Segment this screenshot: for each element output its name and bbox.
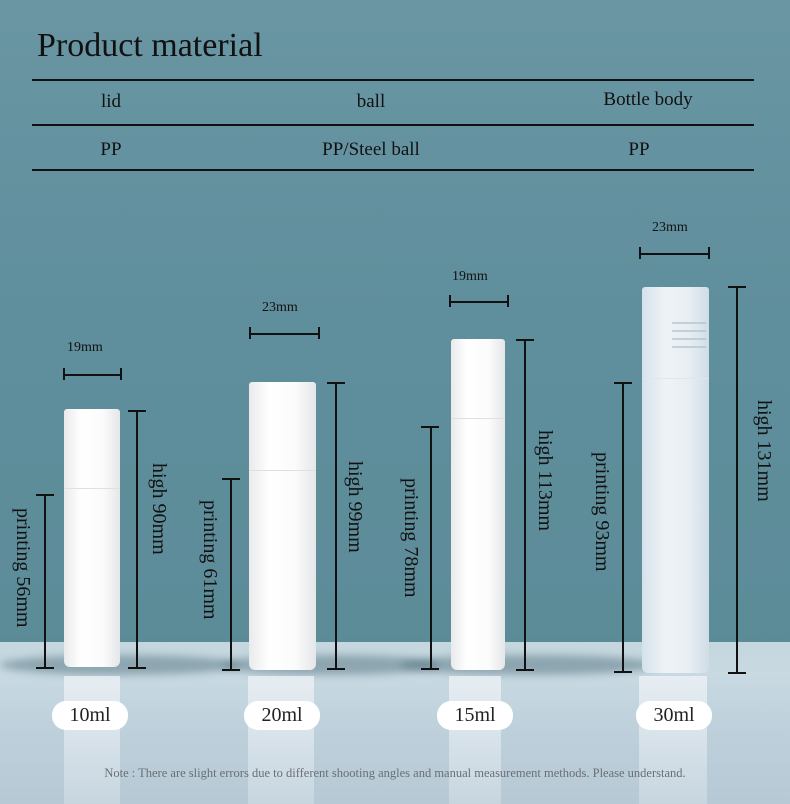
height-dimension-line — [736, 286, 738, 672]
capacity-badge-20ml: 20ml — [244, 701, 320, 730]
bottle-lid — [64, 409, 120, 489]
height-label: high 99mm — [344, 461, 366, 553]
dimension-tick — [708, 247, 710, 259]
bottle-body — [64, 488, 120, 667]
capacity-badge-30ml: 30ml — [636, 701, 712, 730]
height-label: high 131mm — [753, 400, 775, 502]
dimension-tick — [318, 327, 320, 339]
bottle-lid — [642, 287, 709, 379]
dimension-tick — [449, 295, 451, 307]
value-bottle-body: PP — [628, 139, 650, 160]
height-dimension-line — [335, 382, 337, 668]
dimension-tick — [222, 669, 240, 671]
dimension-tick — [222, 478, 240, 480]
bottle-reflection — [449, 676, 501, 804]
cap-thread — [672, 346, 706, 348]
bottle-body — [642, 379, 709, 673]
dimension-tick — [120, 368, 122, 380]
bottle-body — [249, 470, 316, 670]
printing-label: printing 61mm — [199, 500, 221, 620]
dimension-tick — [36, 667, 54, 669]
printing-dimension-line — [622, 382, 624, 671]
bottle-reflection — [248, 676, 314, 804]
cap-thread — [672, 338, 706, 340]
header-bottle-body: Bottle body — [603, 89, 693, 110]
cap-thread — [672, 322, 706, 324]
dimension-tick — [728, 286, 746, 288]
floor-shadow — [0, 655, 240, 675]
cap-thread — [672, 330, 706, 332]
value-lid: PP — [100, 139, 122, 160]
bottle-reflection — [639, 676, 707, 804]
bottle-body — [451, 418, 505, 670]
capacity-badge-15ml: 15ml — [437, 701, 513, 730]
width-label: 19mm — [67, 340, 103, 355]
dimension-tick — [63, 368, 65, 380]
value-ball: PP/Steel ball — [322, 139, 420, 160]
dimension-tick — [421, 426, 439, 428]
printing-dimension-line — [44, 494, 46, 668]
dimension-tick — [639, 247, 641, 259]
dimension-tick — [614, 382, 632, 384]
dimension-tick — [327, 668, 345, 670]
width-dimension-line — [249, 333, 319, 335]
disclaimer-note: Note : There are slight errors due to di… — [104, 766, 686, 780]
printing-label: printing 56mm — [12, 508, 34, 628]
table-rule — [32, 169, 754, 171]
bottle-30ml — [642, 287, 709, 673]
printing-label: printing 93mm — [591, 452, 613, 572]
printing-label: printing 78mm — [400, 478, 422, 598]
width-dimension-line — [449, 301, 508, 303]
page-title: Product material — [37, 27, 263, 64]
bottle-10ml — [64, 409, 120, 667]
bottle-lid — [249, 382, 316, 471]
height-dimension-line — [136, 410, 138, 667]
dimension-tick — [614, 671, 632, 673]
dimension-tick — [421, 668, 439, 670]
width-dimension-line — [639, 253, 709, 255]
header-lid: lid — [100, 91, 122, 112]
dimension-tick — [128, 410, 146, 412]
width-dimension-line — [63, 374, 121, 376]
header-ball: ball — [356, 91, 386, 112]
dimension-tick — [36, 494, 54, 496]
printing-dimension-line — [430, 426, 432, 668]
bottle-lid — [451, 339, 505, 419]
width-label: 23mm — [652, 220, 688, 235]
table-rule — [32, 79, 754, 81]
width-label: 23mm — [262, 300, 298, 315]
table-rule — [32, 124, 754, 126]
dimension-tick — [249, 327, 251, 339]
width-label: 19mm — [452, 269, 488, 284]
bottle-15ml — [451, 339, 505, 670]
dimension-tick — [507, 295, 509, 307]
height-label: high 90mm — [148, 463, 170, 555]
dimension-tick — [728, 672, 746, 674]
height-label: high 113mm — [534, 430, 556, 531]
dimension-tick — [327, 382, 345, 384]
dimension-tick — [516, 669, 534, 671]
dimension-tick — [128, 667, 146, 669]
height-dimension-line — [524, 339, 526, 669]
capacity-badge-10ml: 10ml — [52, 701, 128, 730]
dimension-tick — [516, 339, 534, 341]
printing-dimension-line — [230, 478, 232, 669]
bottle-20ml — [249, 382, 316, 670]
bottle-reflection — [64, 676, 120, 804]
